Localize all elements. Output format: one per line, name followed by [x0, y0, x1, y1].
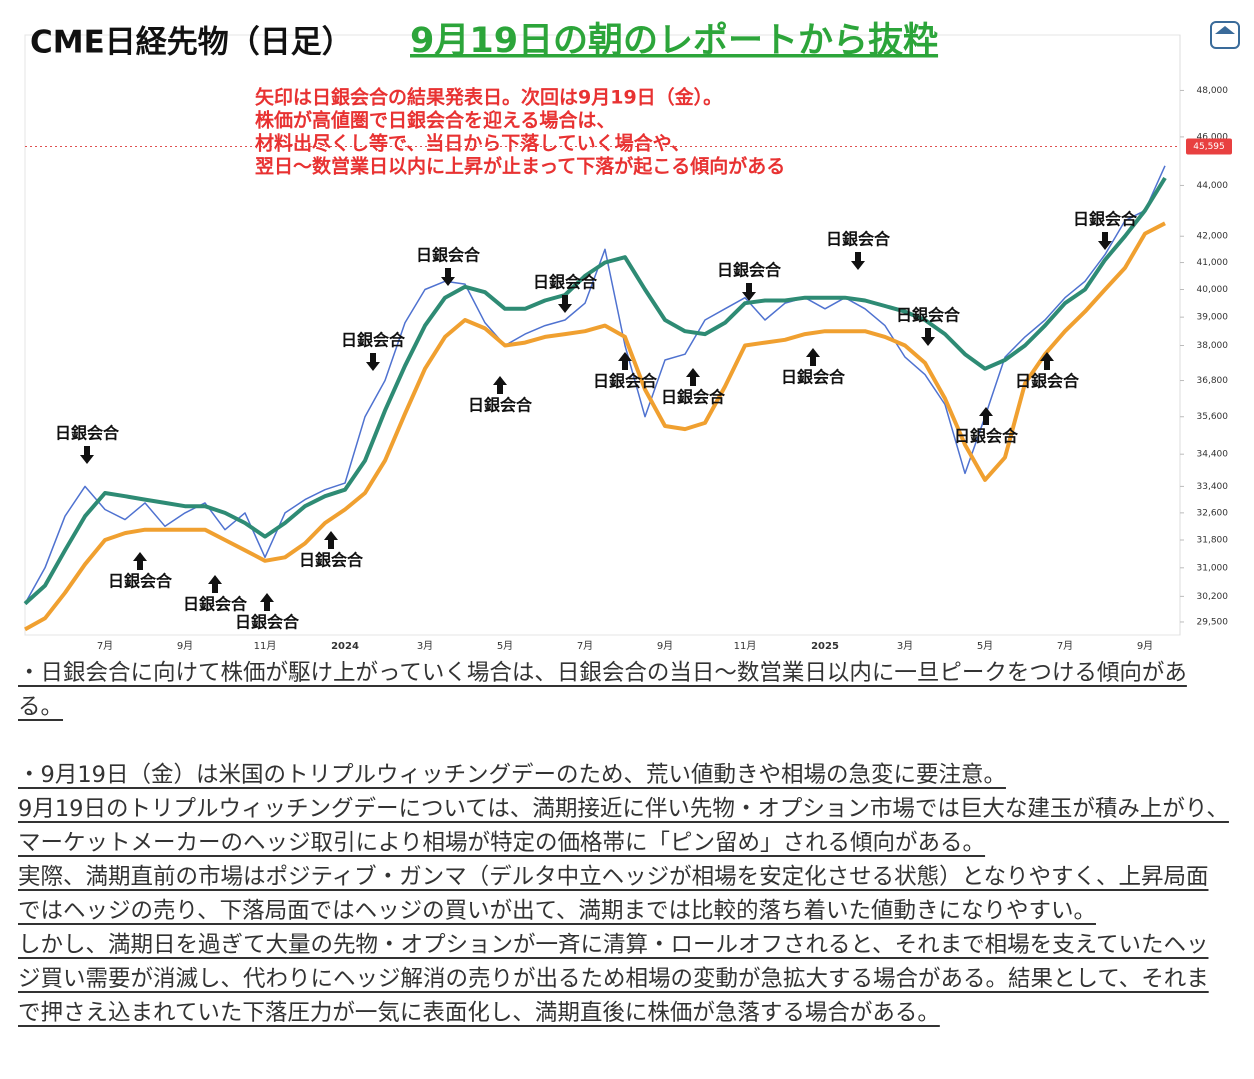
y-tick-label: 44,000	[1197, 181, 1229, 191]
y-tick-label: 30,200	[1197, 592, 1229, 602]
x-tick-label: 2024	[331, 641, 359, 652]
y-tick-label: 34,400	[1197, 450, 1229, 460]
y-tick-label: 48,000	[1197, 86, 1229, 96]
body-text: ・日銀会合に向けて株価が駆け上がっていく場合は、日銀会合の当日～数営業日以内に一…	[18, 656, 1230, 1030]
annotation-arrow	[806, 348, 820, 366]
annotation: 日銀会合	[954, 427, 1019, 446]
annotation-arrow	[686, 368, 700, 386]
annotation: 日銀会合	[896, 306, 961, 325]
annotation-arrow	[208, 575, 222, 593]
series-line	[24, 221, 1166, 632]
y-tick-label: 42,000	[1197, 232, 1229, 242]
annotation: 日銀会合	[1015, 372, 1080, 391]
annotation: 日銀会合	[416, 246, 481, 265]
y-tick-label: 36,800	[1197, 376, 1229, 386]
note: 材料出尽くし等で、当日から下落していく場合や、	[255, 132, 690, 155]
x-tick-label: 11月	[254, 640, 277, 652]
annotation: 日銀会合	[55, 424, 120, 443]
annotation: 日銀会合	[826, 230, 891, 249]
x-tick-label: 2025	[811, 641, 839, 652]
x-tick-label: 5月	[977, 640, 993, 652]
paragraph: しかし、満期日を過ぎて大量の先物・オプションが一斉に清算・ロールオフされると、そ…	[18, 932, 1209, 1026]
note: 矢印は日銀会合の結果発表日。次回は9月19日（金）。	[255, 86, 722, 109]
last-price-box	[1186, 138, 1232, 155]
note: 翌日～数営業日以内に上昇が止まって下落が起こる傾向がある	[255, 155, 785, 178]
logo	[1210, 21, 1240, 49]
y-tick-label: 31,000	[1197, 563, 1229, 573]
series-line	[24, 165, 1166, 604]
subtitle: 9月19日の朝のレポートから抜粋	[410, 20, 938, 61]
annotation: 日銀会合	[1073, 210, 1138, 229]
annotation: 日銀会合	[108, 572, 173, 591]
x-tick-label: 5月	[497, 640, 513, 652]
x-tick-label: 11月	[734, 640, 757, 652]
annotation: 日銀会合	[235, 613, 300, 632]
annotation-arrow	[851, 252, 865, 270]
annotation: 日銀会合	[341, 331, 406, 350]
y-tick-label: 31,800	[1197, 535, 1229, 545]
x-tick-label: 7月	[1057, 640, 1073, 652]
x-tick-label: 3月	[417, 640, 433, 652]
y-tick-label: 46,000	[1197, 132, 1229, 142]
y-tick-label: 41,000	[1197, 258, 1229, 268]
annotation: 日銀会合	[299, 551, 364, 570]
annotation-arrow	[1098, 232, 1112, 250]
x-tick-label: 9月	[177, 640, 193, 652]
annotation: 日銀会合	[593, 372, 658, 391]
x-tick-label: 9月	[657, 640, 673, 652]
annotation-arrow	[441, 268, 455, 286]
annotation-arrow	[133, 552, 147, 570]
y-tick-label: 32,600	[1197, 508, 1229, 518]
annotation: 日銀会合	[533, 273, 598, 292]
annotation: 日銀会合	[468, 396, 533, 415]
annotation-arrow	[979, 407, 993, 425]
annotation-arrow	[260, 593, 274, 611]
paragraph: ・日銀会合に向けて株価が駆け上がっていく場合は、日銀会合の当日～数営業日以内に一…	[18, 660, 1187, 720]
paragraph: 実際、満期直前の市場はポジティブ・ガンマ（デルタ中立ヘッジが相場を安定化させる状…	[18, 864, 1209, 924]
y-tick-label: 40,000	[1197, 285, 1229, 295]
annotation-arrow	[366, 353, 380, 371]
x-tick-label: 7月	[97, 640, 113, 652]
x-tick-label: 9月	[1137, 640, 1153, 652]
x-tick-label: 3月	[897, 640, 913, 652]
series-line	[23, 176, 1167, 606]
annotation-arrow	[742, 283, 756, 301]
annotation: 日銀会合	[183, 595, 248, 614]
y-tick-label: 38,000	[1197, 341, 1229, 351]
y-tick-label: 35,600	[1197, 412, 1229, 422]
annotation-arrow	[618, 352, 632, 370]
y-tick-label: 29,500	[1197, 617, 1229, 627]
y-tick-label: 33,400	[1197, 482, 1229, 492]
y-tick-label: 39,000	[1197, 313, 1229, 323]
title: CME日経先物（日足）	[30, 25, 353, 61]
last-price-label: 45,595	[1193, 142, 1225, 152]
chart: CME日経先物（日足） 9月19日の朝のレポートから抜粋 48,000 46,00…	[23, 20, 1240, 652]
annotation-arrow	[921, 328, 935, 346]
note: 株価が高値圏で日銀会合を迎える場合は、	[255, 109, 615, 132]
x-tick-label: 7月	[577, 640, 593, 652]
annotation-arrow	[493, 376, 507, 394]
annotation: 日銀会合	[717, 261, 782, 280]
annotation: 日銀会合	[781, 368, 846, 387]
annotation-arrow	[558, 295, 572, 313]
annotation-arrow	[324, 531, 338, 549]
annotation-arrow	[1040, 352, 1054, 370]
paragraph: 9月19日のトリプルウィッチングデーについては、満期接近に伴い先物・オプション市…	[18, 796, 1229, 856]
annotation-arrow	[80, 446, 94, 464]
annotation: 日銀会合	[661, 388, 726, 407]
paragraph: ・9月19日（金）は米国のトリプルウィッチングデーのため、荒い値動きや相場の急変…	[18, 762, 1006, 788]
